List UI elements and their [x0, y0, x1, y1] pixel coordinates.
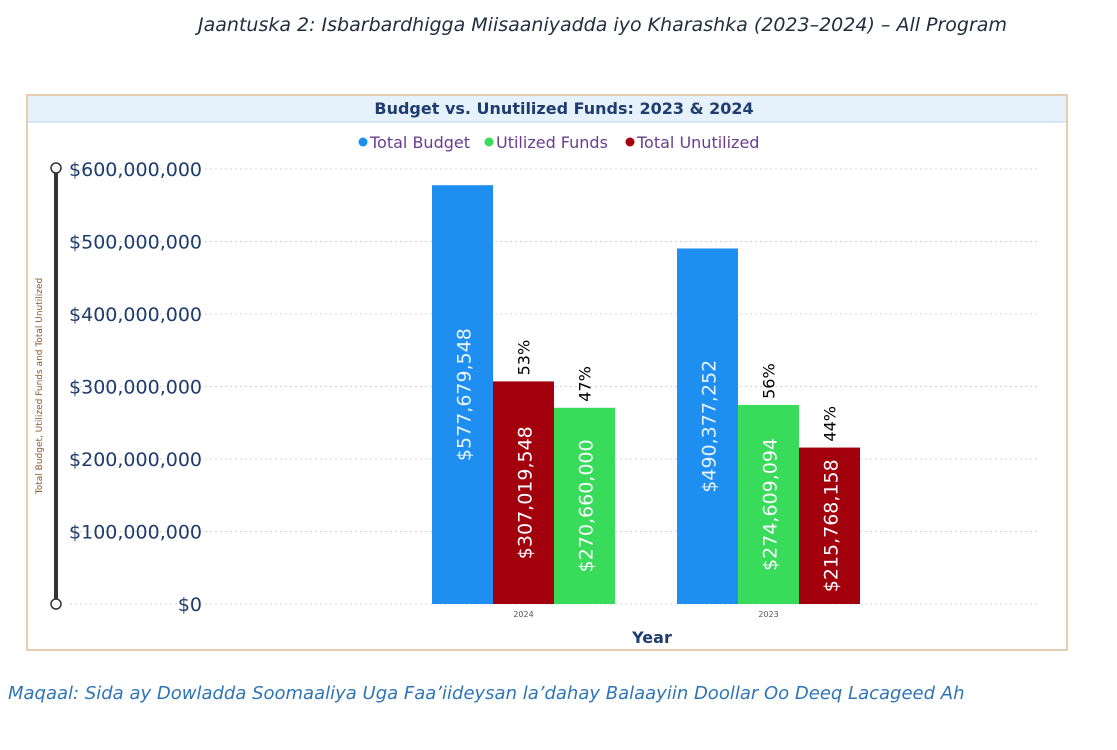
bar-value-label: $307,019,548 [515, 426, 537, 559]
bar[interactable] [432, 185, 493, 605]
y-axis-label: Total Budget, Utilized Funds and Total U… [35, 278, 45, 495]
y-tick-label: $400,000,000 [69, 304, 202, 326]
legend-item[interactable]: Utilized Funds [484, 133, 608, 152]
y-tick-label: $0 [178, 594, 202, 616]
bar[interactable] [738, 404, 799, 604]
slider-handle-bottom[interactable] [50, 598, 62, 610]
legend-item[interactable]: Total Unutilized [625, 133, 760, 152]
legend-dot [484, 137, 494, 147]
bars: $577,679,548 $307,019,548 53% $270,660,000 4… [432, 185, 860, 605]
x-axis-label: Year [631, 628, 672, 647]
chart-title-band [28, 96, 1066, 122]
bar[interactable] [554, 407, 615, 604]
slider-handle-top[interactable] [50, 162, 62, 174]
legend-label: Total Unutilized [636, 133, 759, 152]
bar[interactable] [799, 447, 860, 604]
x-tick-label: 2024 [513, 610, 533, 619]
bar-value-label: $577,679,548 [454, 328, 476, 461]
y-tick-labels: $0 $100,000,000 $200,000,000 $300,000,000 $4… [69, 159, 202, 616]
bar-percent-label: 53% [515, 340, 534, 376]
legend-label: Total Budget [369, 133, 470, 152]
bar[interactable] [677, 248, 738, 604]
legend-dot [625, 137, 635, 147]
bar-value-label: $270,660,000 [576, 439, 598, 572]
bar-value-label: $274,609,094 [760, 438, 782, 571]
figure-caption: Jaantuska 2: Isbarbardhigga Miisaaniyadd… [198, 14, 1007, 36]
legend-dot [358, 137, 368, 147]
y-tick-label: $500,000,000 [69, 232, 202, 254]
bar-value-label: $490,377,252 [699, 360, 721, 493]
chart-title: Budget vs. Unutilized Funds: 2023 & 2024 [374, 99, 753, 118]
y-tick-label: $100,000,000 [69, 522, 202, 544]
y-tick-label: $300,000,000 [69, 377, 202, 399]
bar[interactable] [493, 381, 554, 604]
article-caption: Maqaal: Sida ay Dowladda Soomaaliya Uga … [8, 683, 965, 704]
y-tick-label: $600,000,000 [69, 159, 202, 181]
x-tick-label: 2023 [758, 610, 778, 619]
legend-item[interactable]: Total Budget [358, 133, 471, 152]
bar-percent-label: 56% [760, 363, 779, 399]
bar-percent-label: 47% [576, 366, 595, 402]
bar-percent-label: 44% [821, 406, 840, 442]
legend: Total Budget Utilized Funds Total Unutiliz… [358, 133, 760, 152]
x-tick-labels: 2024 2023 [513, 610, 778, 619]
y-tick-label: $200,000,000 [69, 449, 202, 471]
legend-label: Utilized Funds [496, 133, 608, 152]
bar-value-label: $215,768,158 [821, 459, 843, 592]
